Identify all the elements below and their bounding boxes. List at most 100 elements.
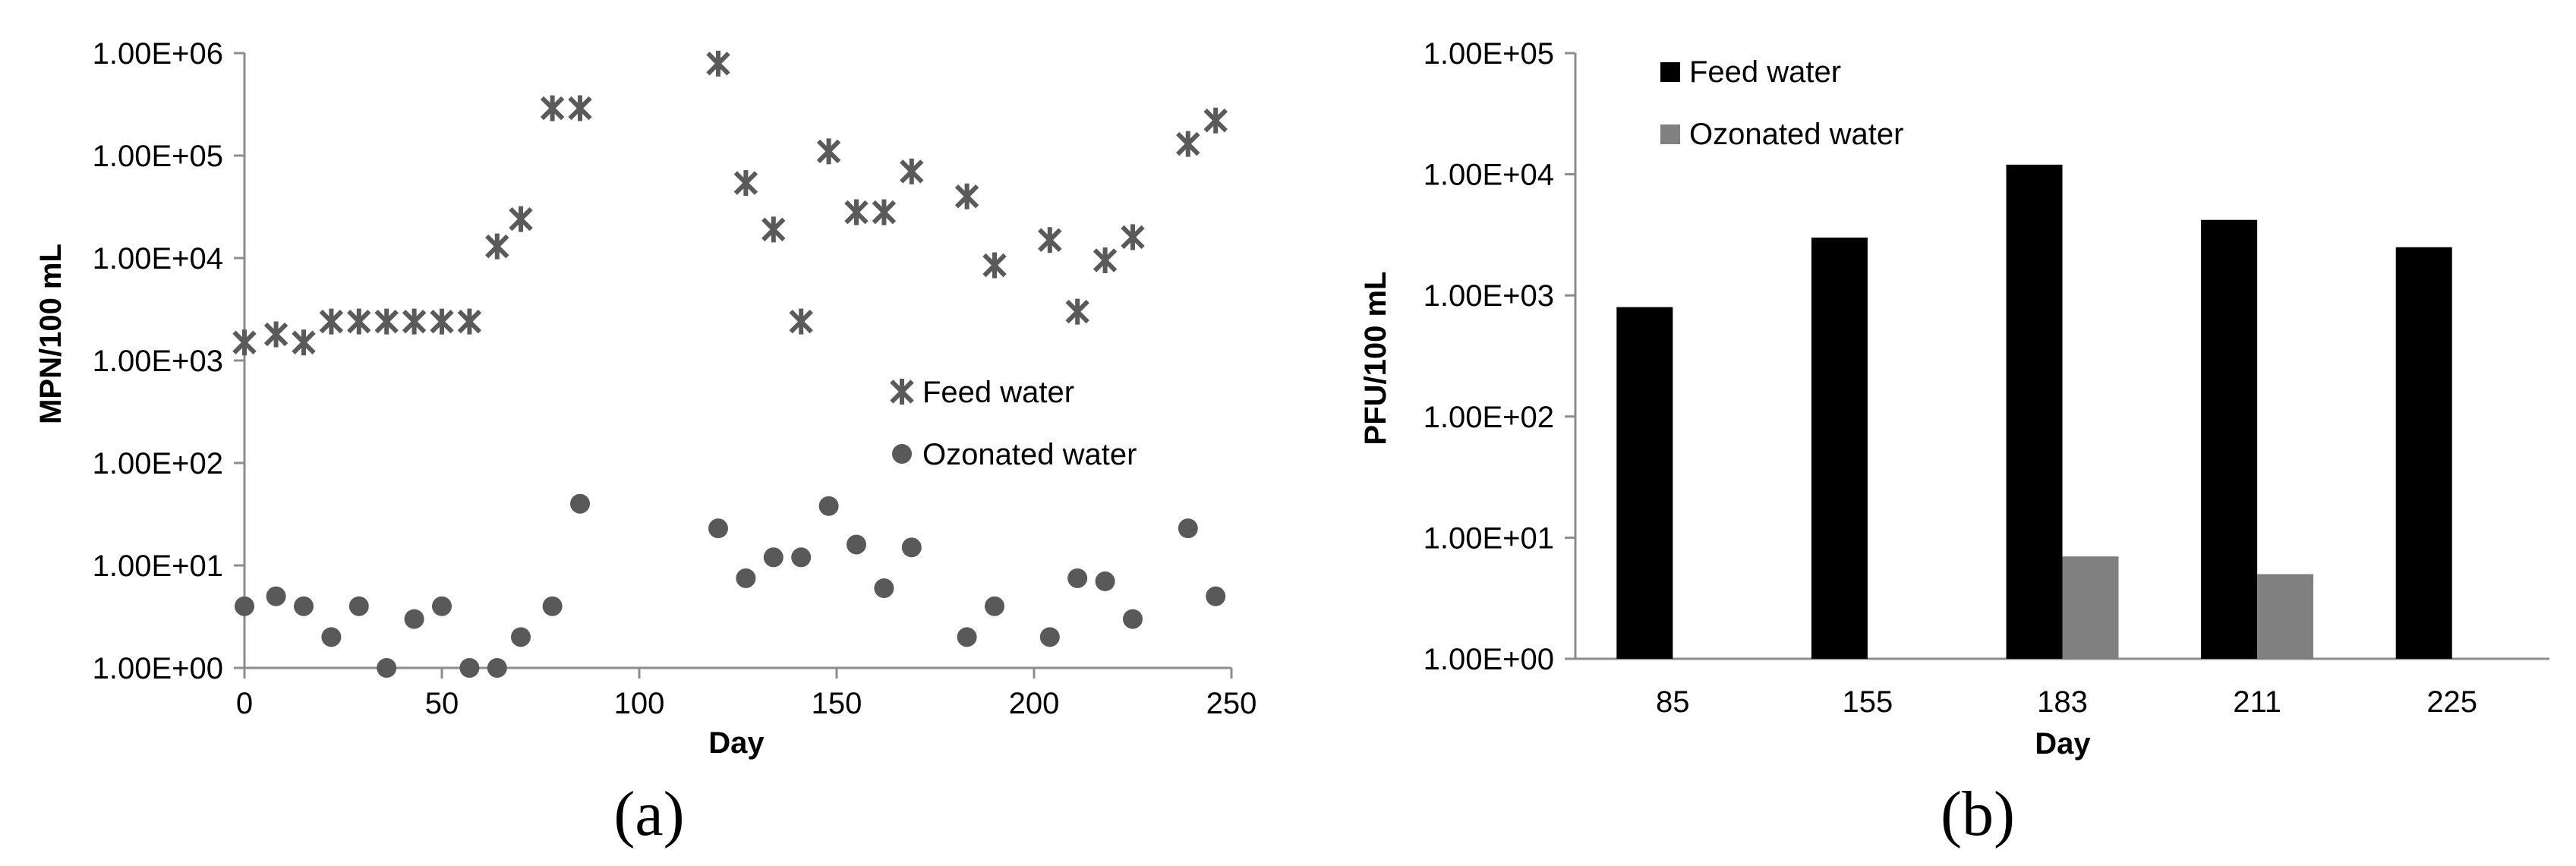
- panel-a-y-tick-label: 1.00E+06: [93, 37, 223, 71]
- feed-water-point: [232, 329, 257, 356]
- feed-water-point: [1065, 298, 1089, 325]
- ozonated-water-point: [736, 568, 756, 588]
- panel-a-x-tick-label: 200: [1009, 687, 1060, 720]
- feed-water-point: [374, 308, 399, 335]
- ozonated-water-point: [377, 658, 397, 678]
- feed-water-point: [319, 308, 344, 335]
- panel-b-y-tick-label: 1.00E+01: [1424, 521, 1554, 555]
- feed-water-point: [1093, 247, 1118, 274]
- panel-a-x-tick-label: 50: [425, 687, 459, 720]
- panel-b-x-tick-label: 155: [1843, 685, 1893, 719]
- ozonated-water-point: [957, 627, 977, 647]
- feed-water-bar: [2006, 164, 2063, 660]
- feed-water-point: [1176, 131, 1200, 157]
- panel-a-y-axis-label: MPN/100 mL: [34, 244, 68, 424]
- panel-b-bar-chart: 1.00E+00 1.00E+01 1.00E+02 1.00E+03 1.00E+04…: [1359, 37, 2549, 849]
- feed-water-point: [1038, 227, 1062, 254]
- ozonated-water-point: [1123, 609, 1143, 629]
- feed-water-point: [954, 183, 979, 209]
- ozonated-water-point: [294, 596, 314, 616]
- ozonated-water-bar: [2062, 556, 2119, 659]
- panel-a-legend-feed-water-marker: [890, 379, 914, 405]
- panel-b-y-axis-label: PFU/100 mL: [1359, 272, 1392, 446]
- feed-water-point: [789, 308, 813, 335]
- panel-b-x-tick-labels: 85 155 183 211 225: [1656, 685, 2477, 719]
- panel-b-y-tick-labels: 1.00E+00 1.00E+01 1.00E+02 1.00E+03 1.00E+04…: [1424, 37, 1554, 676]
- feed-water-point: [872, 199, 897, 225]
- panel-b-x-tick-label: 85: [1656, 685, 1690, 719]
- ozonated-water-point: [570, 493, 590, 514]
- panel-a-x-tick-label: 100: [614, 687, 665, 720]
- panel-a-x-tick-label: 150: [812, 687, 862, 720]
- feed-water-point: [568, 95, 592, 121]
- ozonated-water-point: [432, 596, 452, 616]
- panel-b-x-tick-label: 211: [2233, 685, 2281, 719]
- ozonated-water-point: [542, 596, 563, 616]
- ozonated-water-point: [985, 596, 1004, 616]
- feed-water-bar: [1811, 238, 1868, 659]
- panel-a-y-tick-label: 1.00E+01: [93, 550, 223, 583]
- panel-b-x-axis-label: Day: [2035, 727, 2091, 761]
- panel-b-legend-feed-water-swatch: [1660, 62, 1680, 82]
- feed-water-point: [706, 50, 730, 77]
- panel-a-axes: [234, 52, 1233, 679]
- feed-water-bar: [2201, 219, 2258, 660]
- panel-a-x-axis-label: Day: [708, 726, 765, 760]
- panel-a-y-tick-label: 1.00E+03: [93, 345, 223, 378]
- panel-a-data-points: [232, 50, 1228, 678]
- feed-water-point: [1121, 224, 1145, 250]
- feed-water-point: [485, 233, 509, 260]
- panel-a-y-tick-labels: 1.00E+00 1.00E+01 1.00E+02 1.00E+03 1.00E+04…: [93, 37, 223, 685]
- panel-b-y-tick-label: 1.00E+05: [1424, 37, 1554, 71]
- ozonated-water-point: [487, 658, 507, 678]
- ozonated-water-point: [1095, 571, 1115, 591]
- ozonated-water-point: [1206, 586, 1226, 606]
- ozonated-water-point: [348, 596, 369, 616]
- feed-water-point: [982, 252, 1007, 279]
- feed-water-point: [263, 321, 288, 348]
- panel-b-y-tick-label: 1.00E+02: [1424, 401, 1554, 434]
- feed-water-point: [540, 95, 565, 121]
- panel-b-label: (b): [1941, 779, 2015, 849]
- panel-b-x-tick-label: 225: [2426, 685, 2477, 719]
- ozonated-water-point: [511, 627, 531, 647]
- panel-a-legend-feed-water-label: Feed water: [922, 376, 1074, 409]
- panel-b-bars: [1616, 164, 2452, 660]
- panel-b-y-tick-label: 1.00E+03: [1424, 279, 1554, 313]
- ozonated-water-point: [874, 578, 894, 598]
- ozonated-water-point: [1178, 518, 1198, 539]
- panel-a-x-tick-labels: 0 50 100 150 200 250: [236, 687, 1257, 720]
- panel-a-legend: Feed water Ozonated water: [890, 376, 1137, 471]
- panel-b-legend-feed-water-label: Feed water: [1689, 55, 1841, 89]
- feed-water-point: [761, 216, 786, 243]
- panel-a-x-tick-label: 250: [1206, 687, 1257, 720]
- feed-water-bar: [2395, 247, 2452, 659]
- feed-water-point: [509, 206, 533, 232]
- feed-water-bar: [1616, 307, 1673, 659]
- ozonated-water-point: [459, 658, 480, 678]
- ozonated-water-point: [763, 547, 784, 568]
- ozonated-water-point: [791, 547, 812, 568]
- ozonated-water-point: [321, 627, 342, 647]
- ozonated-water-point: [266, 586, 286, 606]
- ozonated-water-point: [404, 609, 424, 629]
- panel-b-legend-ozonated-water-swatch: [1660, 124, 1680, 144]
- feed-water-point: [1203, 107, 1228, 134]
- ozonated-water-point: [235, 596, 254, 616]
- panel-a-y-tick-label: 1.00E+04: [93, 242, 223, 276]
- ozonated-water-bar: [2257, 574, 2314, 659]
- ozonated-water-point: [847, 534, 866, 555]
- feed-water-point: [430, 308, 454, 335]
- feed-water-point: [844, 199, 869, 225]
- panel-a-legend-ozonated-water-marker: [892, 444, 912, 464]
- ozonated-water-point: [1067, 568, 1088, 588]
- feed-water-point: [402, 308, 427, 335]
- ozonated-water-point: [818, 496, 839, 516]
- feed-water-point: [733, 170, 758, 197]
- feed-water-point: [347, 308, 371, 335]
- panel-a-scatter-chart: 1.00E+00 1.00E+01 1.00E+02 1.00E+03 1.00E+04…: [34, 37, 1256, 849]
- panel-a-legend-ozonated-water-label: Ozonated water: [922, 438, 1137, 471]
- panel-a-y-tick-label: 1.00E+05: [93, 140, 223, 173]
- panel-b-y-tick-label: 1.00E+00: [1424, 643, 1554, 676]
